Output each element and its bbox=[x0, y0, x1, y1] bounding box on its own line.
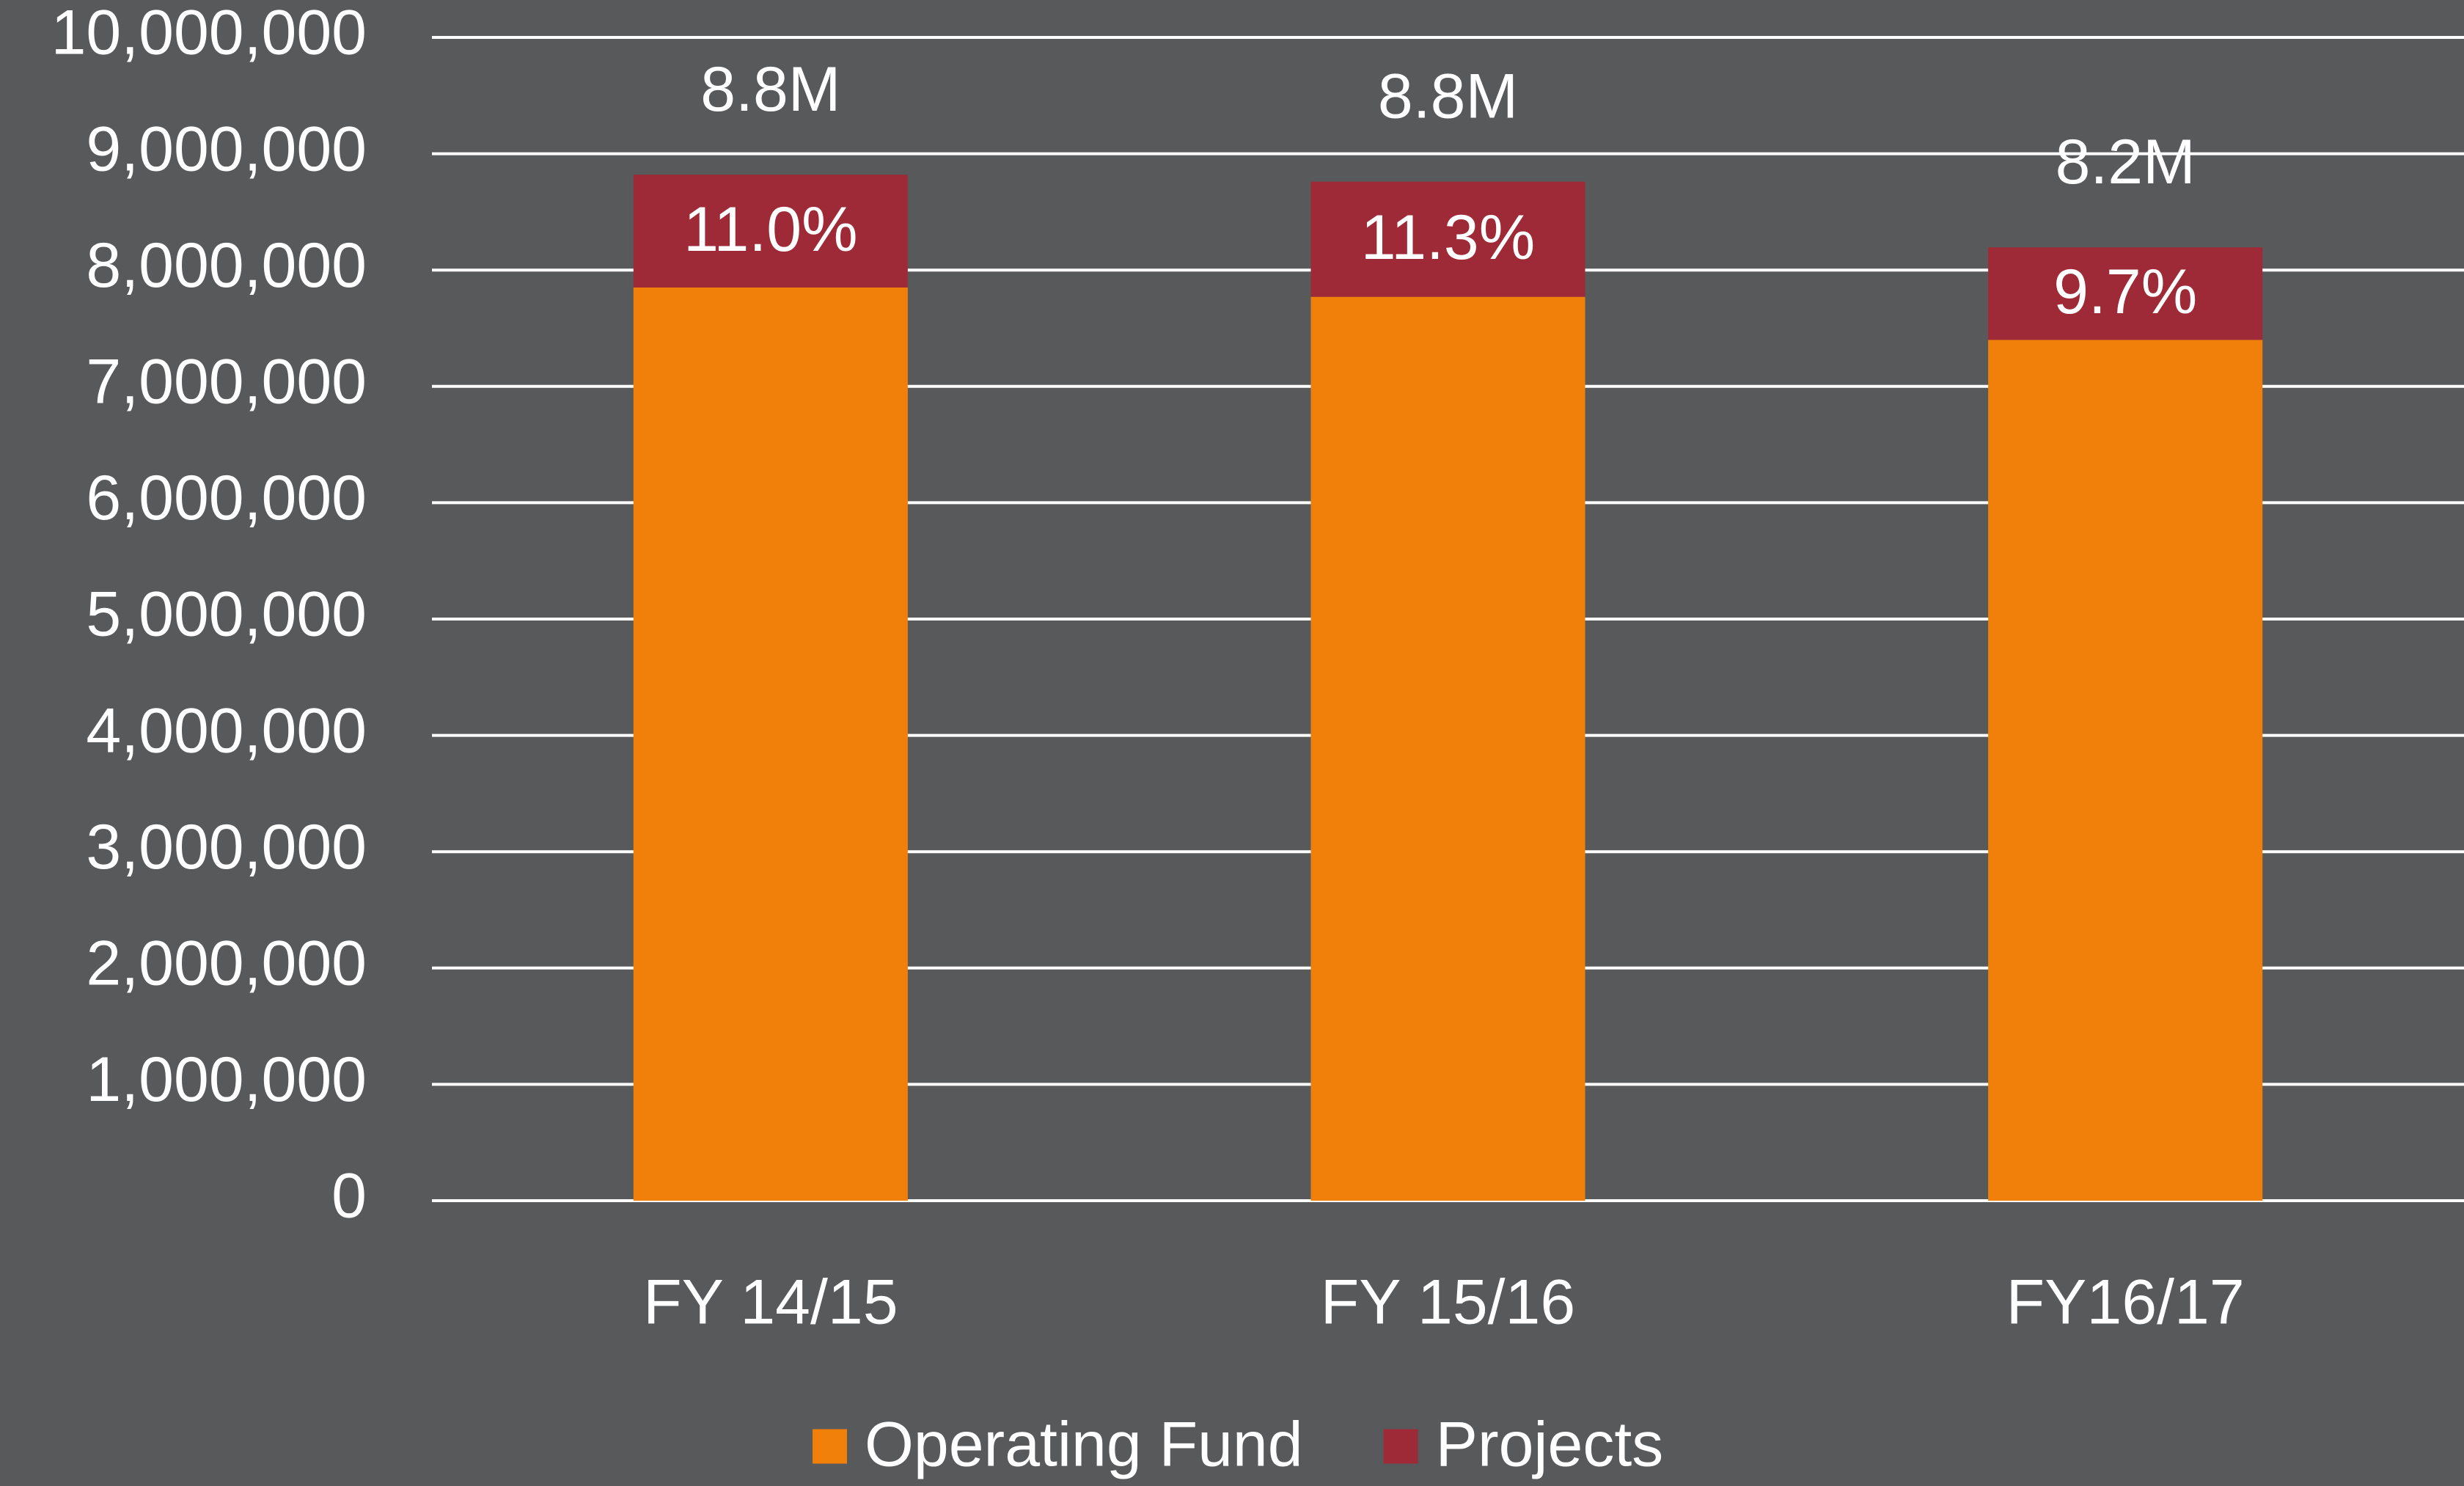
y-tick-label: 10,000,000 bbox=[51, 0, 367, 68]
y-tick-label: 9,000,000 bbox=[86, 114, 367, 184]
y-tick-label: 8,000,000 bbox=[86, 230, 367, 301]
y-tick-label: 4,000,000 bbox=[86, 695, 367, 766]
legend-swatch bbox=[1383, 1429, 1418, 1464]
bar-segment bbox=[633, 175, 908, 288]
bar-segment bbox=[1310, 296, 1585, 1201]
share-label: 11.0% bbox=[683, 194, 857, 265]
share-label: 9.7% bbox=[2053, 257, 2197, 327]
y-tick-label: 1,000,000 bbox=[86, 1044, 367, 1115]
bar-segment bbox=[633, 287, 908, 1201]
x-tick-label: FY 15/16 bbox=[1321, 1267, 1575, 1338]
bar-segment bbox=[1310, 181, 1585, 297]
legend-swatch bbox=[813, 1429, 847, 1464]
y-tick-label: 0 bbox=[331, 1161, 367, 1231]
total-label: 8.8M bbox=[1378, 61, 1518, 131]
y-tick-label: 6,000,000 bbox=[86, 463, 367, 533]
bar-segment bbox=[1988, 340, 2263, 1201]
total-label: 8.8M bbox=[700, 54, 840, 125]
legend-label: Operating Fund bbox=[865, 1410, 1303, 1480]
y-tick-label: 2,000,000 bbox=[86, 929, 367, 999]
legend-label: Projects bbox=[1436, 1410, 1664, 1480]
y-tick-label: 5,000,000 bbox=[86, 579, 367, 650]
share-label: 11.3% bbox=[1361, 202, 1535, 273]
x-tick-label: FY 14/15 bbox=[643, 1267, 898, 1338]
bar-segment bbox=[1988, 247, 2263, 340]
x-tick-label: FY16/17 bbox=[2006, 1267, 2245, 1338]
y-tick-label: 3,000,000 bbox=[86, 812, 367, 882]
y-tick-label: 7,000,000 bbox=[86, 347, 367, 417]
total-label: 8.2M bbox=[2056, 127, 2196, 197]
